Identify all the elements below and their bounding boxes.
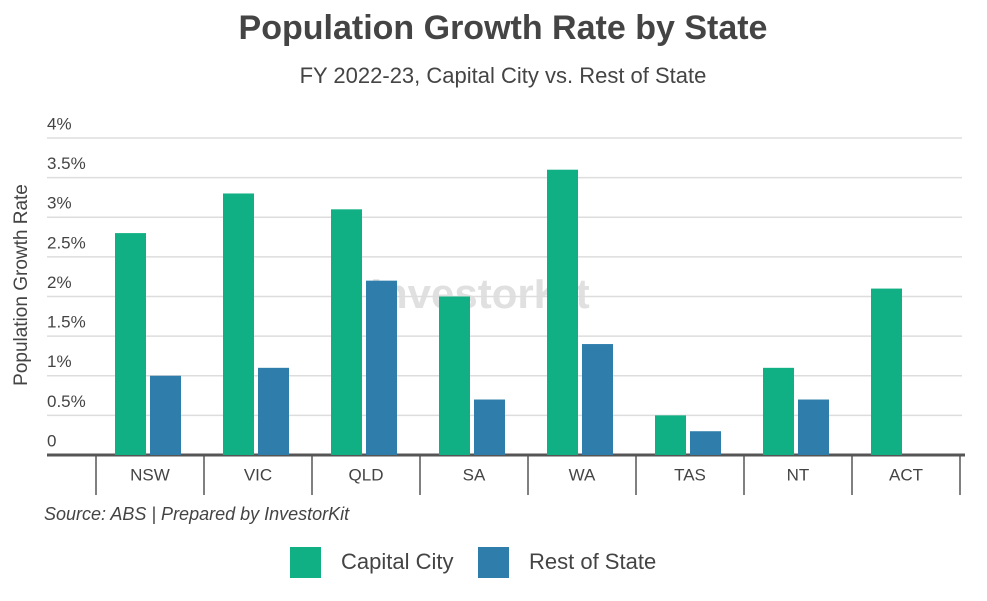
chart-title: Population Growth Rate by State: [239, 9, 768, 47]
bar: [871, 288, 902, 455]
x-tick-label: SA: [463, 465, 486, 484]
bar: [331, 209, 362, 455]
bar: [582, 344, 613, 455]
y-tick-label: 2.5%: [47, 233, 86, 252]
bar: [474, 399, 505, 455]
x-tick-label: NSW: [130, 465, 170, 484]
x-tick-label: NT: [787, 465, 810, 484]
bar: [655, 415, 686, 455]
y-tick-label: 2%: [47, 273, 72, 292]
x-tick-label: QLD: [349, 465, 384, 484]
bar: [150, 375, 181, 455]
legend-label: Capital City: [341, 549, 453, 574]
bar: [258, 367, 289, 455]
bar: [223, 193, 254, 455]
legend-swatch: [478, 547, 509, 578]
x-tick-label: VIC: [244, 465, 272, 484]
x-tick-label: TAS: [674, 465, 706, 484]
legend-swatch: [290, 547, 321, 578]
y-tick-label: 0.5%: [47, 392, 86, 411]
y-tick-label: 3%: [47, 194, 72, 213]
source-note: Source: ABS | Prepared by InvestorKit: [44, 504, 350, 524]
y-tick-label: 1%: [47, 352, 72, 371]
y-tick-label: 1.5%: [47, 313, 86, 332]
x-tick-label: ACT: [889, 465, 923, 484]
bar: [690, 431, 721, 455]
legend-label: Rest of State: [529, 549, 656, 574]
bar: [366, 280, 397, 455]
x-tick-label: WA: [569, 465, 596, 484]
y-axis-label: Population Growth Rate: [11, 184, 32, 386]
chart-subtitle: FY 2022-23, Capital City vs. Rest of Sta…: [300, 63, 707, 88]
bar: [439, 296, 470, 455]
y-tick-label: 4%: [47, 114, 72, 133]
y-tick-label: 0: [47, 431, 56, 450]
bar: [763, 367, 794, 455]
y-tick-label: 3.5%: [47, 154, 86, 173]
bar: [547, 169, 578, 455]
bar: [798, 399, 829, 455]
bar: [115, 233, 146, 455]
